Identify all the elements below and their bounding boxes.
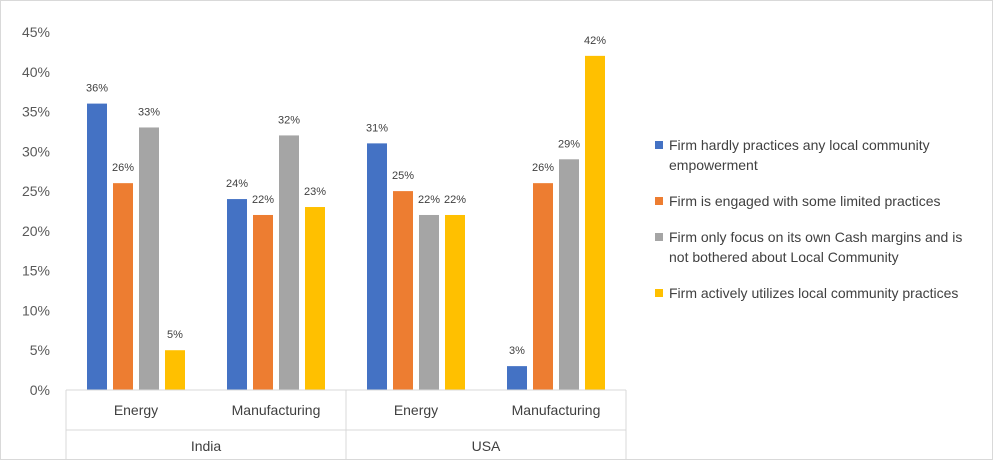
legend-swatch <box>655 141 663 149</box>
data-label: 22% <box>444 194 466 206</box>
bar <box>253 214 273 390</box>
data-label: 22% <box>418 194 440 206</box>
legend-item: Firm is engaged with some limited practi… <box>655 191 985 211</box>
data-label: 36% <box>86 83 108 95</box>
data-label: 24% <box>226 178 248 190</box>
y-tick-label: 35% <box>22 104 50 120</box>
data-label: 26% <box>532 162 554 174</box>
y-tick-label: 25% <box>22 183 50 199</box>
bar <box>507 366 527 390</box>
y-tick-label: 30% <box>22 143 50 159</box>
y-tick-label: 0% <box>30 382 50 398</box>
data-label: 33% <box>138 106 160 118</box>
legend-label: Firm is engaged with some limited practi… <box>669 193 941 209</box>
legend-swatch <box>655 233 663 241</box>
x-group-label: USA <box>472 438 501 454</box>
data-label: 25% <box>392 170 414 182</box>
bar <box>559 159 579 390</box>
bar <box>165 350 185 390</box>
legend-item: Firm only focus on its own Cash margins … <box>655 227 985 267</box>
y-tick-label: 10% <box>22 302 50 318</box>
bar <box>585 55 605 390</box>
x-category-label: Energy <box>394 402 438 418</box>
data-label: 29% <box>558 138 580 150</box>
data-label: 5% <box>167 329 183 341</box>
x-category-label: Manufacturing <box>512 402 601 418</box>
bar <box>87 103 107 390</box>
y-tick-label: 45% <box>22 24 50 40</box>
legend-label: Firm only focus on its own Cash margins … <box>669 229 963 265</box>
bar <box>393 191 413 390</box>
bar <box>113 183 133 390</box>
legend: Firm hardly practices any local communit… <box>655 135 985 319</box>
bar <box>367 143 387 390</box>
data-label: 3% <box>509 345 525 357</box>
data-label: 22% <box>252 194 274 206</box>
y-tick-label: 5% <box>30 342 50 358</box>
data-label: 31% <box>366 122 388 134</box>
data-label: 42% <box>584 35 606 47</box>
legend-item: Firm hardly practices any local communit… <box>655 135 985 175</box>
x-category-label: Energy <box>114 402 158 418</box>
legend-item: Firm actively utilizes local community p… <box>655 283 985 303</box>
bar <box>419 214 439 390</box>
data-label: 32% <box>278 114 300 126</box>
bar <box>305 207 325 390</box>
bar <box>445 214 465 390</box>
legend-swatch <box>655 289 663 297</box>
y-tick-label: 15% <box>22 263 50 279</box>
legend-label: Firm hardly practices any local communit… <box>669 137 930 173</box>
legend-swatch <box>655 197 663 205</box>
x-group-label: India <box>191 438 222 454</box>
bar <box>279 135 299 390</box>
x-category-label: Manufacturing <box>232 402 321 418</box>
bar <box>139 127 159 390</box>
data-label: 26% <box>112 162 134 174</box>
data-label: 23% <box>304 186 326 198</box>
bar <box>533 183 553 390</box>
y-tick-label: 20% <box>22 223 50 239</box>
legend-label: Firm actively utilizes local community p… <box>669 285 959 301</box>
bar <box>227 199 247 390</box>
y-tick-label: 40% <box>22 64 50 80</box>
